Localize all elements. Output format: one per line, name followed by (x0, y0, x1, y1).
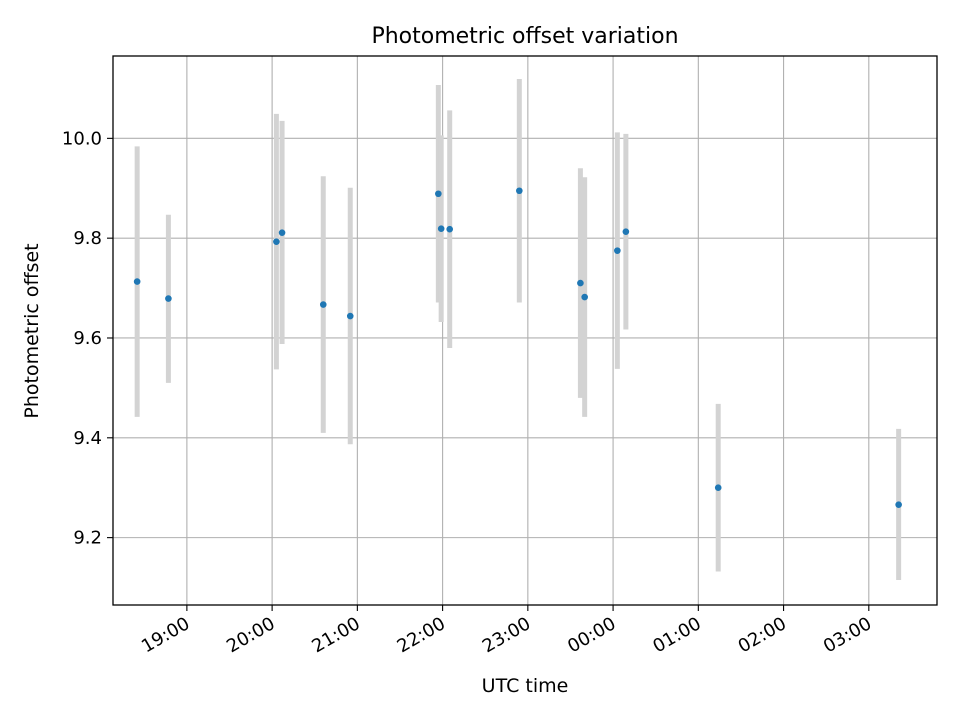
data-point (614, 247, 621, 254)
y-tick-label: 9.8 (73, 228, 102, 249)
y-tick-label: 9.6 (73, 328, 102, 349)
y-axis-label: Photometric offset (21, 243, 43, 418)
data-point (346, 312, 354, 320)
data-point (133, 278, 141, 285)
y-tick-label: 10.0 (62, 128, 102, 149)
y-axis-ticks: 9.2 9.4 9.6 9.8 10.0 (62, 128, 113, 549)
data-point (319, 301, 327, 308)
data-point (581, 293, 588, 301)
data-points (133, 187, 902, 508)
y-tick-label: 9.4 (73, 428, 102, 449)
y-tick-label: 9.2 (73, 528, 102, 549)
data-point (278, 229, 286, 236)
x-axis-label: UTC time (482, 675, 569, 697)
data-point (714, 484, 722, 492)
data-point (165, 295, 172, 302)
plot-frame (112, 55, 938, 606)
data-point (437, 225, 445, 232)
data-point (435, 190, 442, 198)
grid (113, 56, 937, 605)
data-point (577, 279, 584, 287)
data-point (895, 501, 902, 508)
data-point (516, 187, 523, 195)
data-point (622, 228, 630, 235)
data-point (273, 238, 280, 245)
data-point (446, 225, 454, 233)
chart-title: Photometric offset variation (371, 24, 678, 49)
